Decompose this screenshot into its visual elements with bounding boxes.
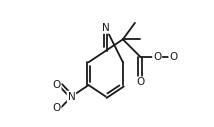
Text: O: O xyxy=(169,52,177,61)
Text: N: N xyxy=(68,92,75,101)
Text: O: O xyxy=(153,52,161,61)
Text: N: N xyxy=(102,23,110,33)
Text: O: O xyxy=(52,80,61,90)
Text: O: O xyxy=(136,77,144,88)
Text: O: O xyxy=(52,103,61,113)
